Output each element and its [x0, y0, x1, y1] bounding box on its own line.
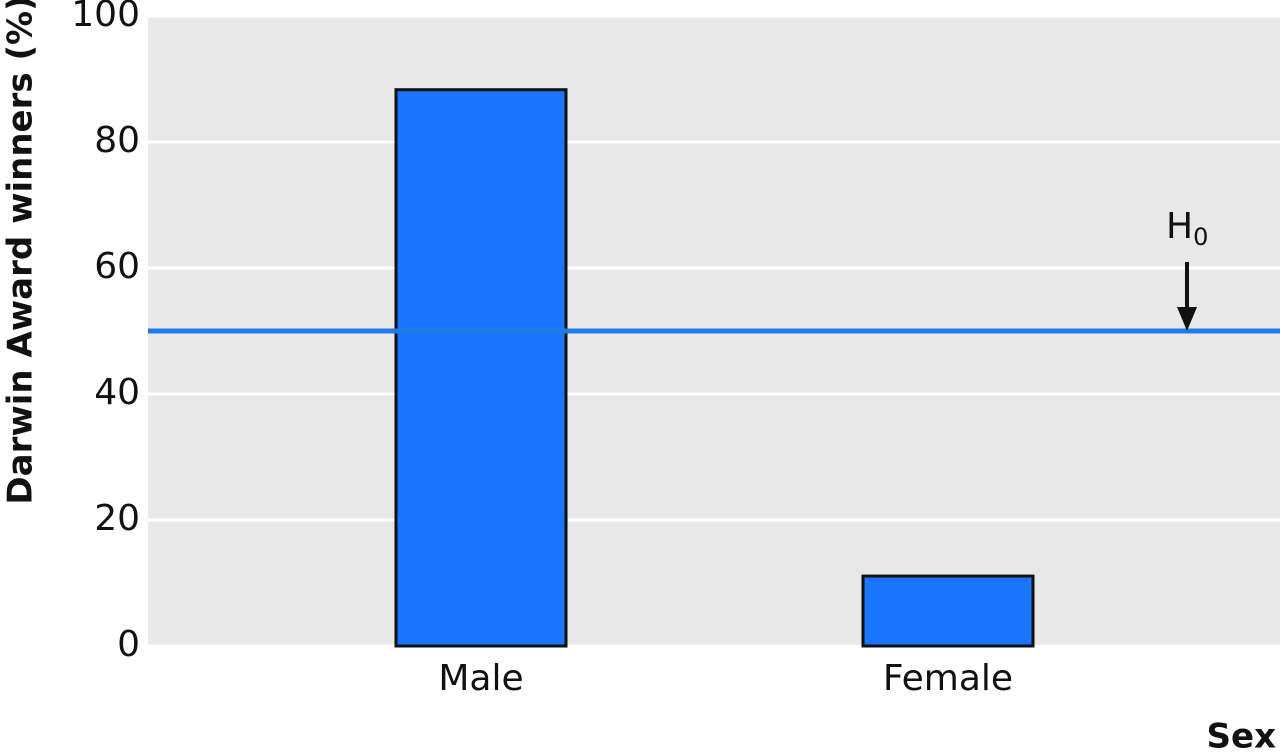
y-tick-label: 80 [94, 120, 140, 161]
reference-label-main: H [1166, 206, 1193, 247]
x-axis-title: Sex [1207, 717, 1277, 754]
grid [148, 14, 1280, 648]
x-tick-label: Female [883, 658, 1013, 699]
arrow-head [1177, 307, 1197, 331]
y-tick-label: 40 [94, 372, 140, 413]
marks [148, 88, 1280, 648]
y-tick-label: 0 [117, 624, 140, 665]
reference-label: H0 [1166, 206, 1208, 251]
y-tick-label: 60 [94, 246, 140, 287]
bar [394, 88, 568, 648]
reference-label-subscript: 0 [1193, 223, 1208, 251]
bar [861, 574, 1035, 648]
y-axis-title: Darwin Award winners (%) [1, 0, 41, 505]
y-tick-label: 20 [94, 498, 140, 539]
y-tick-label: 100 [71, 0, 140, 35]
x-tick-label: Male [438, 658, 523, 699]
